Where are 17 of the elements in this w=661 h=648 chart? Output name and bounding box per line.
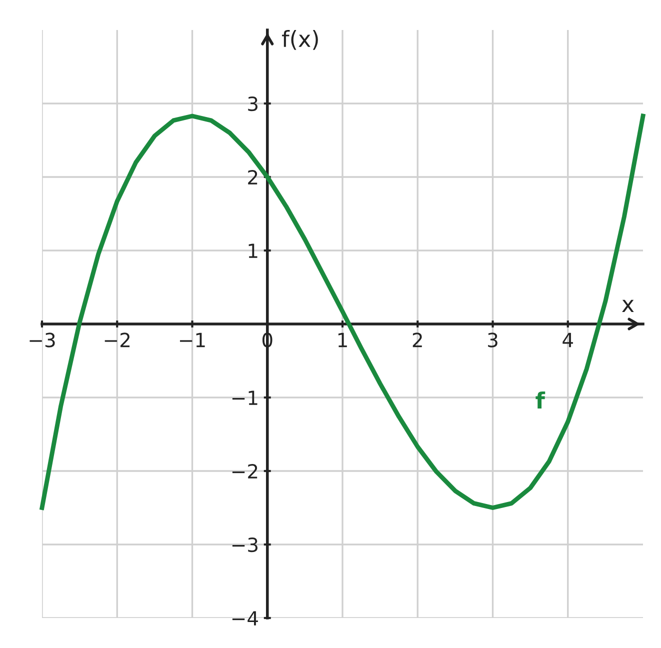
series-label: f — [536, 392, 546, 408]
y-tick-label: −2 — [232, 464, 258, 478]
y-tick-label: 3 — [248, 96, 258, 112]
y-axis-title: f(x) — [282, 30, 318, 50]
x-tick-label: −3 — [30, 332, 55, 348]
y-tick-label: −4 — [232, 611, 258, 626]
x-axis-title: x — [622, 300, 634, 312]
y-tick-label: 1 — [248, 244, 258, 258]
y-tick-label: 2 — [248, 170, 258, 184]
x-tick-label: −1 — [180, 332, 205, 348]
y-tick-label: −1 — [232, 390, 258, 405]
x-tick-label: −2 — [104, 332, 130, 348]
y-tick-label: −3 — [232, 537, 258, 552]
x-tick-label: 2 — [412, 332, 422, 348]
x-tick-label: 3 — [488, 332, 498, 348]
x-tick-label: 1 — [338, 332, 347, 348]
x-tick-label: 4 — [562, 332, 573, 348]
